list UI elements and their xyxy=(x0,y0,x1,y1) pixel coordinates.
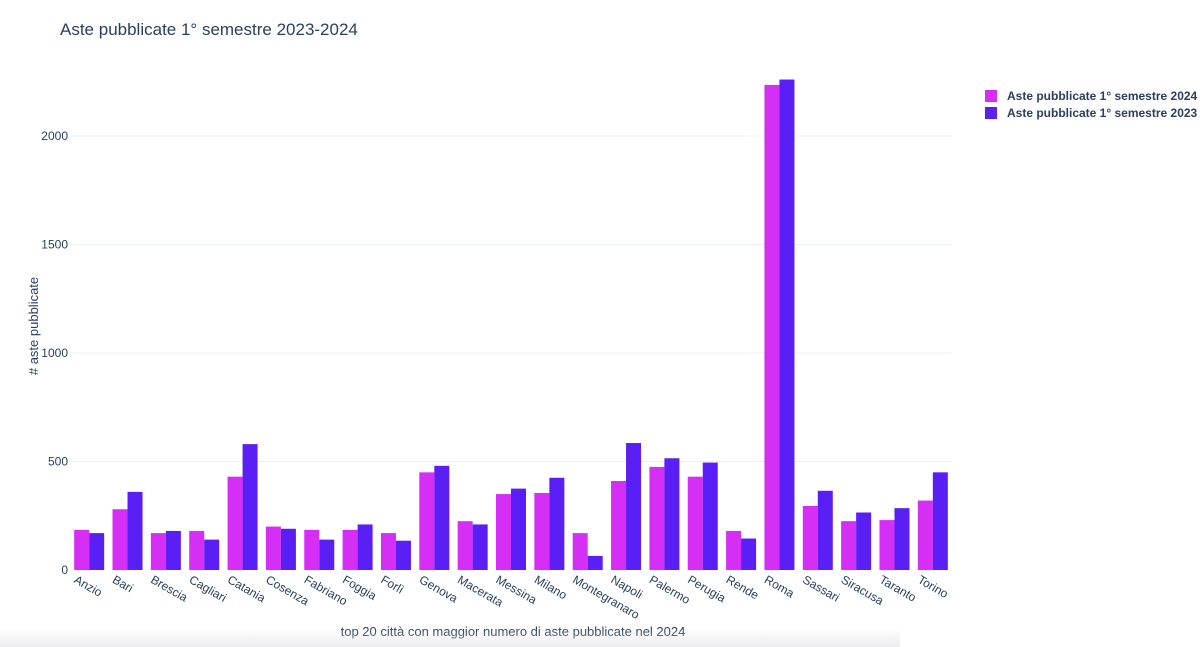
bar-2023[interactable] xyxy=(587,555,603,570)
bar-2024[interactable] xyxy=(342,529,358,570)
bar-2024[interactable] xyxy=(150,533,166,570)
bar-2024[interactable] xyxy=(534,492,550,570)
x-tick-label: Roma xyxy=(762,572,797,600)
bar-2024[interactable] xyxy=(879,520,895,570)
bar-2024[interactable] xyxy=(802,505,818,570)
bar-2024[interactable] xyxy=(265,526,281,570)
legend-item-2024[interactable]: Aste pubblicate 1° semestre 2024 xyxy=(985,87,1197,104)
y-tick-label: 0 xyxy=(61,563,68,577)
bar-2024[interactable] xyxy=(649,466,665,570)
bar-2024[interactable] xyxy=(687,476,703,570)
x-tick-label: Fabriano xyxy=(302,572,350,608)
bars xyxy=(74,79,948,570)
legend: Aste pubblicate 1° semestre 2024 Aste pu… xyxy=(985,87,1197,121)
bar-2023[interactable] xyxy=(856,512,872,570)
x-tick-label: Milano xyxy=(532,572,570,602)
bar-2024[interactable] xyxy=(611,481,627,570)
y-tick-label: 2000 xyxy=(41,129,68,143)
bar-2023[interactable] xyxy=(280,528,296,570)
y-tick-label: 1000 xyxy=(41,346,68,360)
bar-2024[interactable] xyxy=(189,530,205,570)
y-tick-label: 1500 xyxy=(41,237,68,251)
bar-2023[interactable] xyxy=(127,491,143,570)
x-tick-label: Cosenza xyxy=(263,572,311,608)
bar-2024[interactable] xyxy=(112,509,128,570)
y-tick-labels: 0 500 1000 1500 2000 xyxy=(41,129,68,577)
bar-2023[interactable] xyxy=(242,444,258,570)
legend-swatch-2024 xyxy=(985,89,997,102)
bottom-shade xyxy=(0,628,900,647)
bar-2024[interactable] xyxy=(419,472,435,570)
bar-2023[interactable] xyxy=(395,540,411,570)
x-tick-label: Brescia xyxy=(148,572,190,604)
y-axis-label: # aste pubblicate xyxy=(26,277,41,375)
bar-2023[interactable] xyxy=(357,524,373,570)
bar-2024[interactable] xyxy=(496,494,511,570)
bar-2024[interactable] xyxy=(841,521,857,570)
legend-label-2024: Aste pubblicate 1° semestre 2024 xyxy=(1007,88,1198,103)
bar-2024[interactable] xyxy=(917,500,933,570)
bar-2023[interactable] xyxy=(319,539,335,570)
bar-2023[interactable] xyxy=(511,488,526,570)
bar-2023[interactable] xyxy=(89,533,105,570)
x-tick-label: Rende xyxy=(724,572,762,602)
bar-2023[interactable] xyxy=(894,508,910,570)
bar-2023[interactable] xyxy=(165,530,181,570)
bar-2024[interactable] xyxy=(227,476,243,570)
x-tick-label: Cagliari xyxy=(187,572,229,604)
x-tick-label: Anzio xyxy=(72,572,105,599)
x-tick-label: Forlì xyxy=(378,572,406,596)
x-tick-labels: Anzio Bari BresciaCagliariCataniaCosenzaFa… xyxy=(72,572,951,622)
bar-2024[interactable] xyxy=(74,529,90,570)
bar-2023[interactable] xyxy=(626,443,642,570)
bar-2024[interactable] xyxy=(726,530,742,570)
bar-2023[interactable] xyxy=(932,472,948,570)
x-tick-label: Perugia xyxy=(685,572,728,605)
bar-2024[interactable] xyxy=(304,529,320,570)
legend-label-2023: Aste pubblicate 1° semestre 2023 xyxy=(1007,105,1198,120)
bar-2024[interactable] xyxy=(380,533,396,570)
bar-2023[interactable] xyxy=(664,458,680,570)
legend-item-2023[interactable]: Aste pubblicate 1° semestre 2023 xyxy=(985,104,1197,121)
bar-2023[interactable] xyxy=(702,462,718,570)
x-tick-label: Torino xyxy=(915,572,951,601)
bar-2024[interactable] xyxy=(457,521,473,570)
x-tick-label: Siracusa xyxy=(839,572,887,608)
bar-2023[interactable] xyxy=(741,538,757,570)
legend-swatch-2023 xyxy=(985,106,997,119)
bar-2023[interactable] xyxy=(204,539,220,570)
bar-2023[interactable] xyxy=(434,465,450,570)
gridlines xyxy=(70,135,952,462)
bar-2024[interactable] xyxy=(572,533,588,570)
x-tick-label: Genova xyxy=(417,572,461,605)
bar-2023[interactable] xyxy=(472,524,488,570)
x-tick-label: Palermo xyxy=(647,572,693,607)
chart-title: Aste pubblicate 1° semestre 2023-2024 xyxy=(60,20,358,39)
bar-2024[interactable] xyxy=(764,84,780,570)
bar-2023[interactable] xyxy=(549,477,565,570)
x-tick-label: Bari xyxy=(110,572,135,595)
y-tick-label: 500 xyxy=(48,454,68,468)
x-tick-label: Sassari xyxy=(800,572,842,604)
bar-2023[interactable] xyxy=(779,79,795,570)
x-tick-label: Catania xyxy=(225,572,268,605)
bar-2023[interactable] xyxy=(817,490,833,570)
